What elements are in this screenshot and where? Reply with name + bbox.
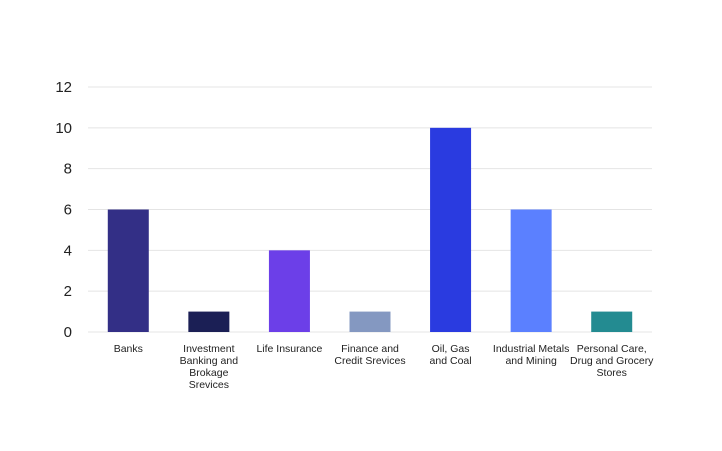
grid-lines	[88, 86, 652, 333]
x-tick-label: Finance and Credit Srevices	[334, 343, 405, 367]
x-axis: Banks Investment Banking and Brokage Srevice…	[114, 343, 654, 391]
bar-3	[268, 250, 310, 332]
y-tick-label: 0	[64, 324, 72, 341]
x-tick-label: Life Insurance	[256, 343, 322, 355]
x-tick-label: Investment Banking and Brokage Srevices	[180, 343, 239, 391]
y-tick-label: 2	[64, 283, 72, 300]
x-tick-label: Oil, Gas and Coal	[430, 343, 472, 367]
y-tick-label: 12	[55, 79, 72, 96]
y-axis: 0 2 4 6 8 10 12	[55, 79, 72, 341]
bar-6	[510, 209, 552, 332]
y-tick-label: 6	[64, 202, 72, 219]
y-tick-label: 10	[55, 120, 72, 137]
x-tick-label: Industrial Metals and Mining	[493, 343, 569, 367]
bar-2	[188, 311, 230, 332]
bar-1	[107, 209, 149, 332]
bar-4	[349, 311, 391, 332]
y-tick-label: 8	[64, 161, 72, 178]
bar-7	[591, 311, 633, 332]
bar-5	[430, 127, 472, 332]
x-tick-label: Personal Care, Drug and Grocery Stores	[570, 343, 654, 379]
x-tick-label: Banks	[114, 343, 143, 355]
y-tick-label: 4	[64, 242, 72, 259]
bars	[107, 127, 633, 332]
